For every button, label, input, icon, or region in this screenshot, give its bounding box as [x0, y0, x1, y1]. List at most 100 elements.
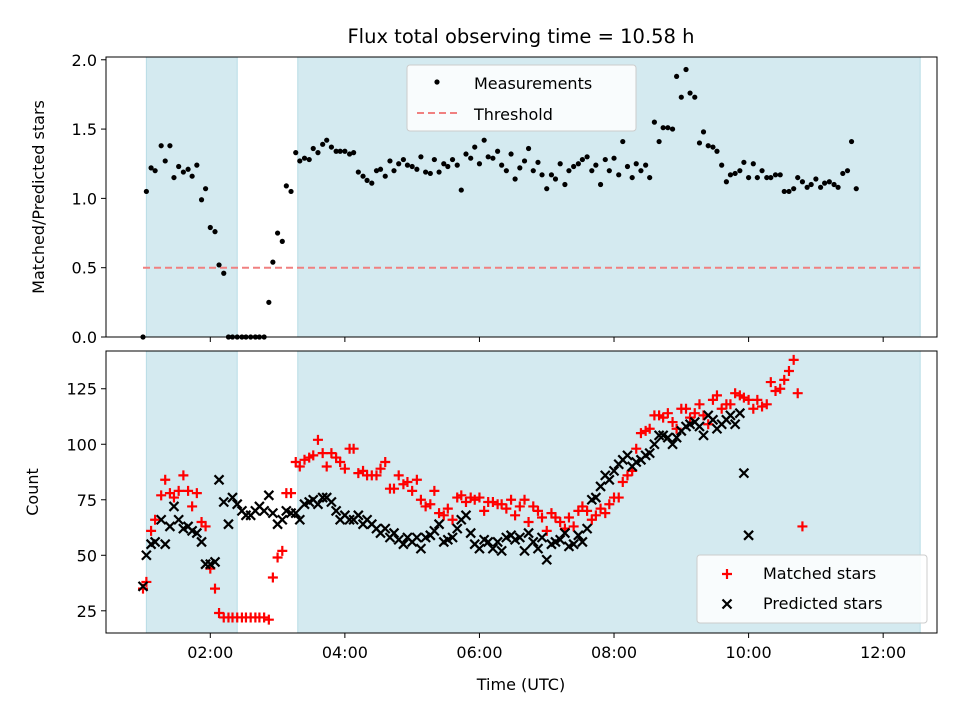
predicted-point [577, 536, 588, 548]
x-tick-label: 06:00 [456, 643, 502, 662]
data-point [485, 154, 491, 160]
matched-point [415, 494, 426, 505]
matched-point [748, 403, 759, 414]
ratio-panel-marks [140, 66, 859, 340]
predicted-point [263, 490, 275, 501]
matched-point [335, 457, 346, 468]
data-point [499, 162, 505, 168]
data-point [750, 161, 756, 167]
data-point [369, 180, 375, 186]
data-point [436, 169, 442, 175]
predicted-point [541, 554, 553, 566]
predicted-point [141, 550, 152, 561]
data-point [620, 138, 626, 145]
predicted-point [644, 447, 655, 459]
matched-point [590, 510, 601, 521]
data-point [377, 166, 384, 172]
matched-point [438, 510, 449, 521]
predicted-point [608, 465, 620, 477]
data-point [584, 154, 590, 160]
data-point [418, 154, 424, 160]
count-ylabel: Count [23, 468, 42, 516]
predicted-point [536, 532, 548, 543]
ratio-panel-xticks [209, 337, 884, 342]
data-point [458, 187, 464, 193]
data-point [562, 181, 568, 188]
data-point [552, 176, 559, 182]
predicted-point [137, 581, 149, 592]
data-point [396, 161, 402, 167]
predicted-point [595, 481, 606, 492]
data-point [525, 145, 532, 152]
data-point [530, 168, 536, 174]
data-point [665, 125, 671, 131]
observing-interval [145, 350, 238, 634]
data-point [283, 183, 289, 189]
matched-point [380, 457, 391, 468]
data-point [813, 176, 819, 182]
predicted-point [653, 430, 665, 441]
data-point [503, 168, 509, 174]
predicted-point [258, 505, 270, 517]
data-point [669, 126, 676, 132]
data-point [835, 184, 841, 190]
legend-label: Matched stars [763, 564, 876, 583]
matched-point [263, 614, 274, 625]
matched-point [429, 485, 440, 496]
predicted-point [662, 432, 674, 443]
data-point [643, 162, 649, 168]
matched-point [685, 412, 696, 423]
matched-point [523, 516, 534, 527]
predicted-point [482, 536, 494, 548]
predicted-point [523, 527, 534, 539]
predicted-point [277, 514, 288, 526]
data-point [571, 163, 577, 170]
matched-point [510, 510, 521, 521]
data-point [171, 174, 177, 181]
data-point [476, 161, 483, 167]
data-point [454, 162, 460, 168]
data-point [799, 179, 806, 185]
data-point [427, 170, 433, 177]
data-point [638, 168, 644, 174]
matched-point [658, 412, 669, 423]
matched-point [183, 485, 194, 496]
matched-point [738, 392, 749, 403]
ratio-panel-yticks: 0.0 0.5 1.0 1.5 2.0 [72, 51, 106, 347]
predicted-point [433, 518, 445, 530]
y-tick-label: 125 [66, 380, 97, 399]
data-point [840, 170, 846, 177]
matched-point [779, 374, 790, 385]
matched-point [294, 461, 305, 472]
matched-point [514, 501, 525, 512]
data-point [557, 161, 563, 167]
matched-point [532, 505, 543, 516]
predicted-point [667, 438, 678, 450]
matched-point [743, 394, 754, 405]
data-point [597, 181, 604, 188]
predicted-point [460, 510, 472, 521]
data-point [687, 90, 693, 96]
matched-point [644, 423, 655, 434]
matched-point [321, 461, 332, 472]
predicted-point [155, 514, 167, 526]
matched-point [595, 503, 606, 514]
matched-point [168, 492, 179, 503]
y-tick-label: 75 [77, 491, 97, 510]
data-point [400, 156, 407, 163]
matched-point [501, 503, 512, 514]
matched-point [434, 508, 445, 519]
predicted-point [330, 505, 342, 517]
y-tick-label: 25 [77, 602, 97, 621]
data-point [463, 151, 469, 157]
data-point [270, 259, 276, 265]
data-point [741, 159, 747, 165]
data-point [611, 155, 617, 161]
data-point [804, 184, 810, 190]
data-point [490, 155, 496, 161]
data-point [808, 181, 814, 188]
data-point [768, 174, 774, 181]
matched-point [622, 470, 633, 481]
matched-point [577, 501, 588, 512]
matched-point [326, 448, 337, 459]
